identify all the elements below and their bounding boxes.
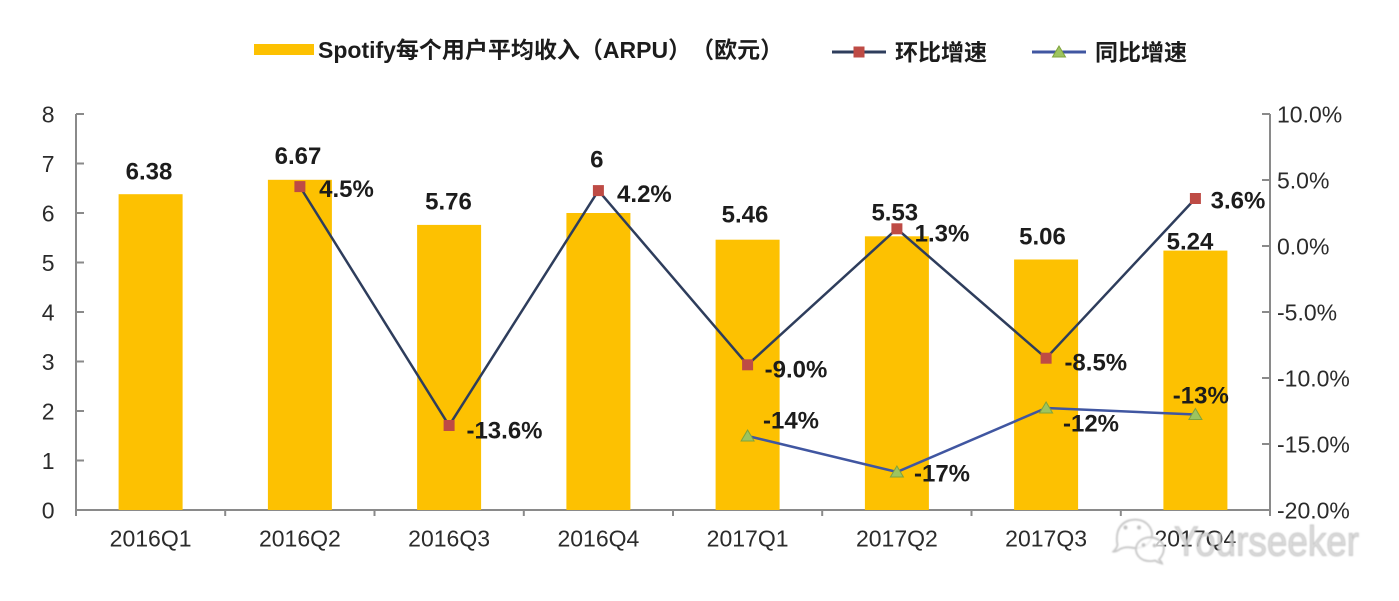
svg-text:5: 5 <box>42 250 55 276</box>
svg-text:2016Q3: 2016Q3 <box>408 525 490 551</box>
svg-text:4.5%: 4.5% <box>319 176 374 203</box>
svg-text:Yourseeker: Yourseeker <box>1174 518 1359 565</box>
svg-text:2017Q4: 2017Q4 <box>1154 525 1236 551</box>
svg-text:ARPU: ARPU <box>603 37 668 63</box>
svg-text:-13.6%: -13.6% <box>466 417 542 444</box>
svg-text:2016Q4: 2016Q4 <box>557 525 639 551</box>
svg-text:-12%: -12% <box>1063 411 1119 438</box>
svg-text:2016Q1: 2016Q1 <box>110 525 192 551</box>
svg-text:6.38: 6.38 <box>126 159 173 186</box>
svg-text:6: 6 <box>590 146 603 173</box>
svg-text:0: 0 <box>42 497 55 523</box>
svg-text:8: 8 <box>42 101 55 127</box>
svg-text:4: 4 <box>42 299 55 325</box>
svg-text:10.0%: 10.0% <box>1277 101 1342 127</box>
svg-text:-10.0%: -10.0% <box>1277 365 1350 391</box>
svg-text:2016Q2: 2016Q2 <box>259 525 341 551</box>
svg-text:-17%: -17% <box>914 461 970 488</box>
svg-text:2: 2 <box>42 398 55 424</box>
svg-text:1: 1 <box>42 448 55 474</box>
svg-text:3: 3 <box>42 349 55 375</box>
svg-text:5.06: 5.06 <box>1019 224 1066 251</box>
svg-text:3.6%: 3.6% <box>1211 188 1266 215</box>
svg-text:7: 7 <box>42 151 55 177</box>
svg-text:-9.0%: -9.0% <box>765 357 828 384</box>
svg-text:2017Q1: 2017Q1 <box>707 525 789 551</box>
svg-text:2017Q3: 2017Q3 <box>1005 525 1087 551</box>
svg-text:-15.0%: -15.0% <box>1277 431 1350 457</box>
svg-text:6: 6 <box>42 200 55 226</box>
svg-text:Spotify: Spotify <box>318 37 396 63</box>
svg-text:6.67: 6.67 <box>275 143 322 170</box>
svg-text:0.0%: 0.0% <box>1277 233 1329 259</box>
svg-text:2017Q2: 2017Q2 <box>856 525 938 551</box>
svg-text:-5.0%: -5.0% <box>1277 299 1337 325</box>
svg-text:-8.5%: -8.5% <box>1064 349 1127 376</box>
svg-text:-14%: -14% <box>763 408 819 435</box>
svg-text:5.46: 5.46 <box>722 202 769 229</box>
svg-text:-13%: -13% <box>1173 383 1229 410</box>
svg-text:1.3%: 1.3% <box>915 220 970 247</box>
svg-text:4.2%: 4.2% <box>617 181 672 208</box>
svg-text:5.24: 5.24 <box>1167 229 1214 256</box>
svg-text:-20.0%: -20.0% <box>1277 497 1350 523</box>
svg-text:5.53: 5.53 <box>871 200 918 227</box>
svg-text:5.76: 5.76 <box>425 189 472 216</box>
svg-text:5.0%: 5.0% <box>1277 167 1329 193</box>
